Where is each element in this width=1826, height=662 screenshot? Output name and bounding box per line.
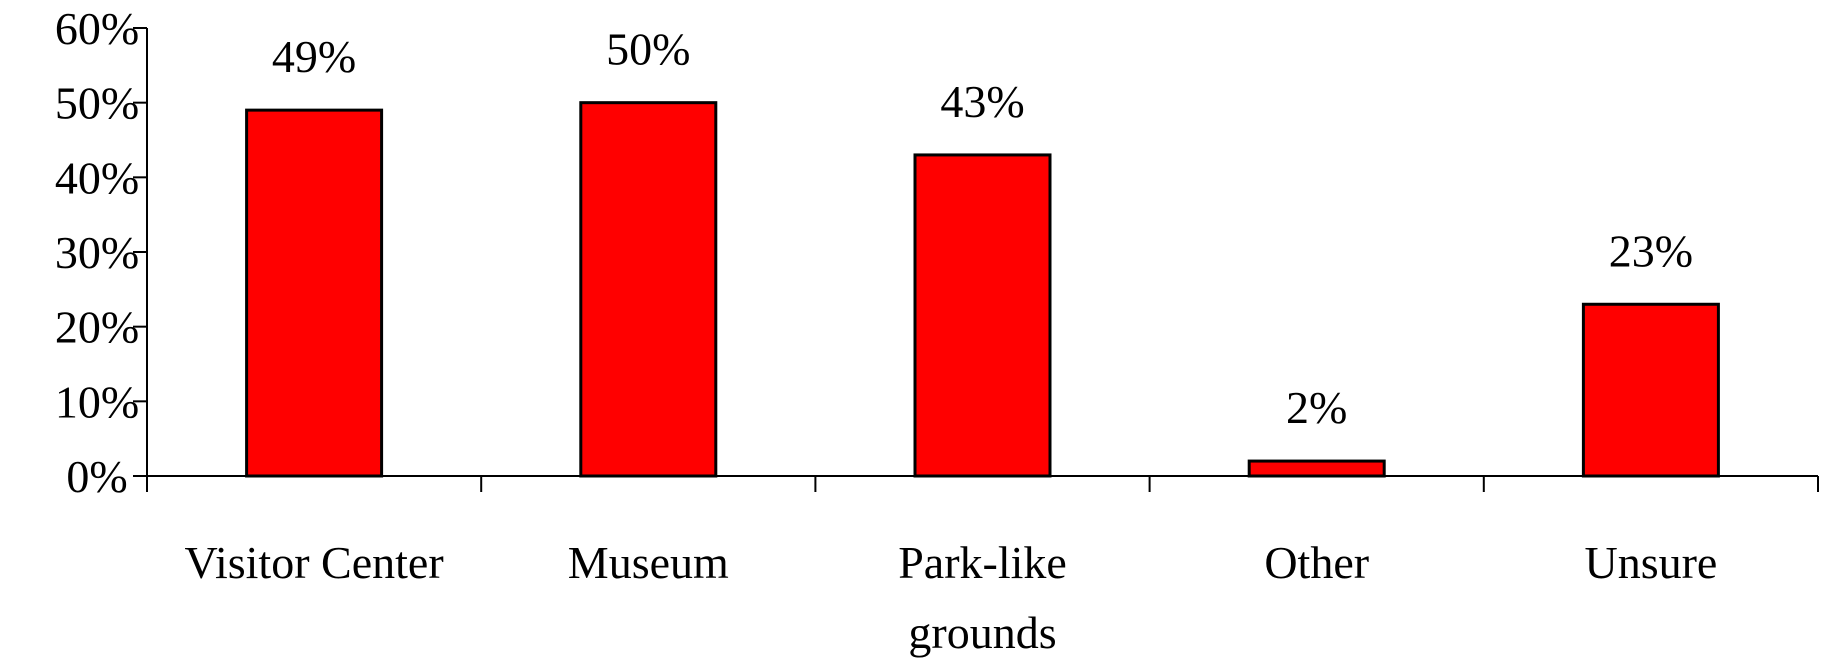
data-label: 49% (272, 31, 356, 82)
y-tick-label: 40% (55, 152, 139, 203)
y-axis: 0% 10% 20% 30% 40% 50% 60% (55, 3, 148, 502)
category-label: Other (1264, 537, 1369, 588)
y-tick-label: 0% (66, 451, 127, 502)
bar (913, 153, 1052, 478)
y-tick-label: 50% (55, 78, 139, 129)
category-labels-group: Visitor Center Museum Park-like grounds Othe… (185, 537, 1718, 658)
y-tick-label: 10% (55, 376, 139, 427)
y-tick-label: 20% (55, 302, 139, 353)
data-label: 23% (1609, 225, 1693, 276)
category-label: Park-like (898, 537, 1067, 588)
category-label: Unsure (1584, 537, 1717, 588)
y-tick-label: 60% (55, 3, 139, 54)
bar (1581, 302, 1720, 478)
data-labels-group: 49% 50% 43% 2% 23% (272, 24, 1693, 433)
bars-group (245, 101, 1720, 478)
bar (579, 101, 718, 478)
category-label: grounds (908, 607, 1056, 658)
y-tick-label: 30% (55, 227, 139, 278)
x-axis (146, 475, 1819, 492)
bar (245, 108, 384, 478)
category-label: Visitor Center (185, 537, 444, 588)
bar (1247, 459, 1386, 478)
data-label: 43% (940, 76, 1024, 127)
category-label: Museum (568, 537, 729, 588)
data-label: 2% (1286, 382, 1347, 433)
data-label: 50% (606, 24, 690, 75)
